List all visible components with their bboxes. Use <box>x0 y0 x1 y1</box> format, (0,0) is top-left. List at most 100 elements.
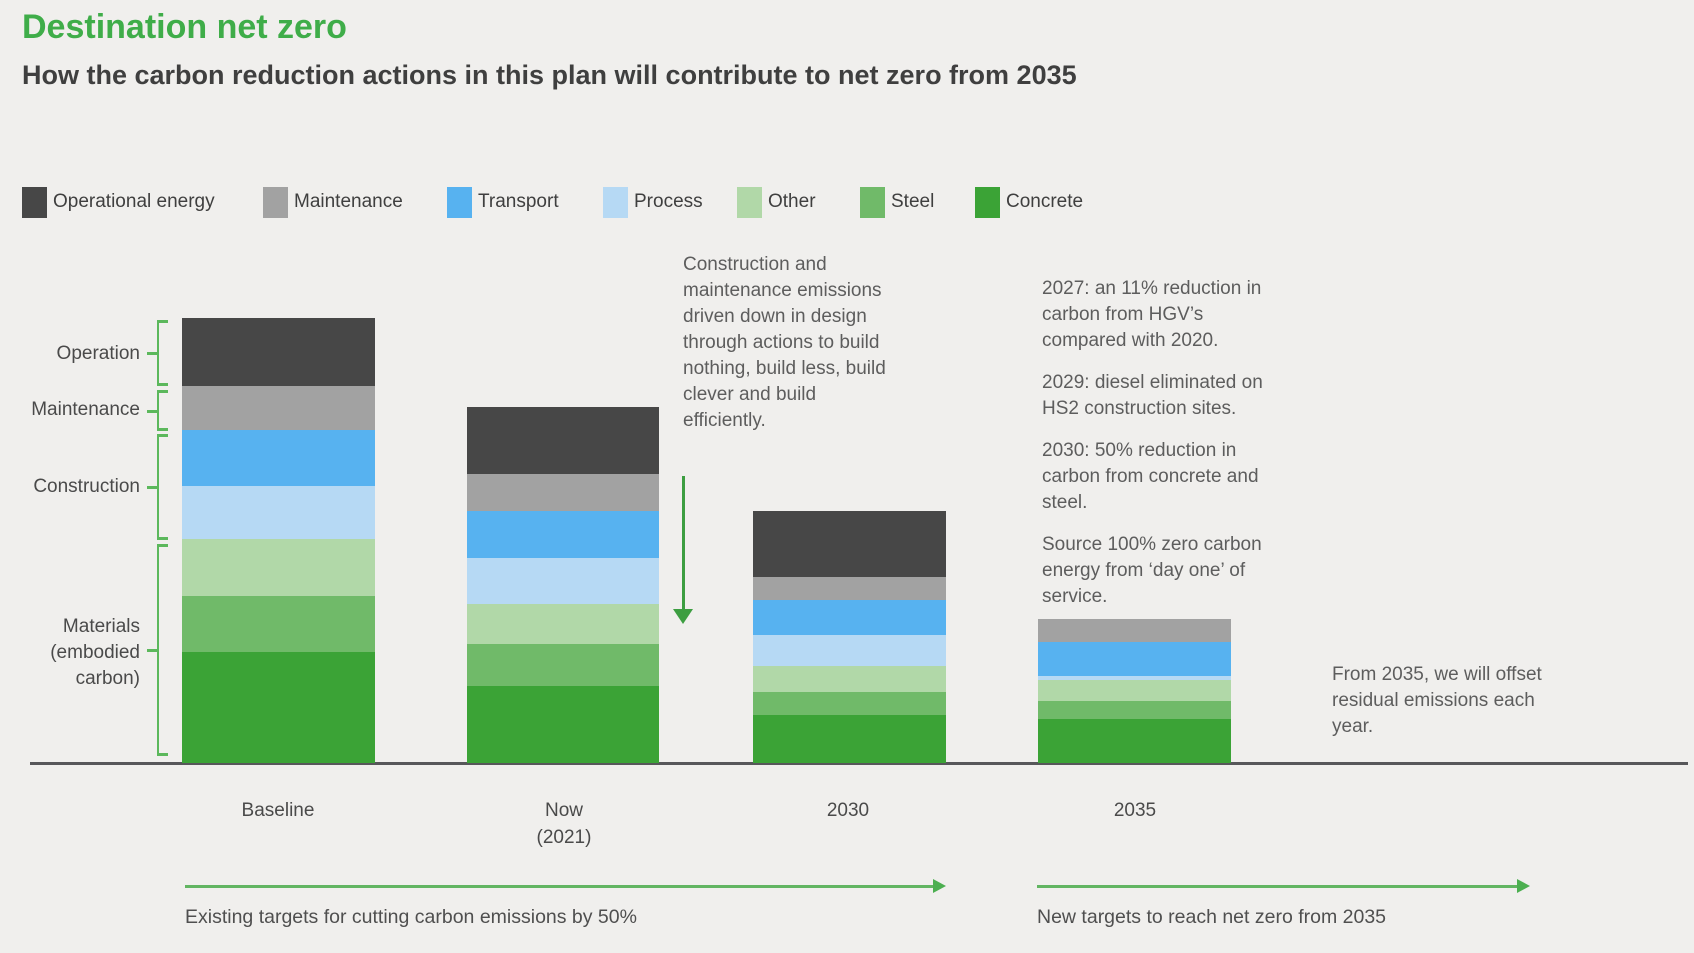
bar-now-2021-operational-energy <box>467 407 659 474</box>
legend-item-operational-energy: Operational energy <box>22 186 215 218</box>
bracket-tick-materials <box>147 649 157 652</box>
bracket-tick-operation <box>157 320 168 323</box>
milestone-note: Source 100% zero carbon energy from ‘day… <box>1042 534 1262 607</box>
legend-label: Concrete <box>1006 191 1084 212</box>
new-targets-arrow-line <box>1037 885 1517 888</box>
bar-now-2021-maintenance <box>467 474 659 511</box>
bracket-label-line: Operation <box>56 343 140 364</box>
construction-note: Construction and maintenance emissions d… <box>683 254 886 431</box>
bracket-tick-materials <box>157 753 168 756</box>
bar-2030-maintenance <box>753 577 946 600</box>
steel-swatch-icon <box>860 186 885 218</box>
bar-baseline-process <box>182 486 375 539</box>
x-label-text: Baseline <box>241 800 315 821</box>
x-label-2030: 2030 <box>748 797 948 824</box>
bar-2030-operational-energy <box>753 511 946 577</box>
bracket-tick-construction <box>147 486 157 489</box>
bracket-line-maintenance <box>157 390 159 431</box>
bar-2035-steel <box>1038 701 1231 719</box>
bracket-label-construction: Construction <box>0 474 140 500</box>
bar-2035-other <box>1038 680 1231 701</box>
bracket-tick-materials <box>157 544 168 547</box>
reduction-arrow-head-icon <box>673 609 693 624</box>
milestone-notes: 2027: an 11% reduction in carbon from HG… <box>1042 276 1290 626</box>
legend-item-other: Other <box>737 186 816 218</box>
bracket-label-line: carbon) <box>75 668 140 689</box>
x-label-now: Now (2021) <box>464 797 664 851</box>
legend-item-steel: Steel <box>860 186 934 218</box>
bracket-line-materials <box>157 544 159 756</box>
existing-targets-label: Existing targets for cutting carbon emis… <box>185 906 637 928</box>
new-targets-arrow-head-icon <box>1517 879 1530 893</box>
transport-swatch-icon <box>447 186 472 218</box>
bracket-tick-construction <box>157 434 168 437</box>
legend: Operational energy Maintenance Transport Pr… <box>0 186 1694 220</box>
bar-2035-concrete <box>1038 719 1231 763</box>
bar-2035-transport <box>1038 642 1231 676</box>
bar-baseline-concrete <box>182 652 375 763</box>
bar-baseline-transport <box>182 430 375 486</box>
bracket-tick-construction <box>157 537 168 540</box>
bracket-line-operation <box>157 320 159 386</box>
bar-2030-process <box>753 635 946 666</box>
x-label-subtext: (2021) <box>536 827 592 848</box>
bracket-label-maintenance: Maintenance <box>0 397 140 423</box>
x-label-text: 2035 <box>1113 800 1157 821</box>
other-swatch-icon <box>737 186 762 218</box>
x-axis-line <box>30 762 1688 765</box>
legend-label: Steel <box>891 191 935 212</box>
bar-baseline-operational-energy <box>182 318 375 386</box>
x-label-text: 2030 <box>826 800 870 821</box>
milestone-note: 2027: an 11% reduction in carbon from HG… <box>1042 278 1262 351</box>
bracket-label-line: Materials <box>62 616 140 637</box>
operational-energy-swatch-icon <box>22 186 47 218</box>
x-label-text: Now <box>544 800 583 821</box>
milestone-note: 2029: diesel eliminated on HS2 construct… <box>1042 372 1263 419</box>
legend-label: Transport <box>478 191 559 212</box>
bracket-tick-maintenance <box>157 428 168 431</box>
process-swatch-icon <box>603 186 628 218</box>
bracket-tick-maintenance <box>147 410 157 413</box>
maintenance-swatch-icon <box>263 186 288 218</box>
existing-targets-arrow-head-icon <box>933 879 946 893</box>
x-label-2035: 2035 <box>1035 797 1235 824</box>
legend-item-maintenance: Maintenance <box>263 186 403 218</box>
bar-baseline-steel <box>182 596 375 652</box>
bar-now-2021-steel <box>467 644 659 686</box>
milestone-note: 2030: 50% reduction in carbon from concr… <box>1042 440 1259 513</box>
bar-2030-transport <box>753 600 946 635</box>
legend-label: Maintenance <box>294 191 403 212</box>
bracket-label-line: Construction <box>33 476 140 497</box>
legend-item-transport: Transport <box>447 186 559 218</box>
bracket-label-line: Maintenance <box>31 399 140 420</box>
bar-2035-process <box>1038 676 1231 680</box>
legend-label: Other <box>768 191 816 212</box>
legend-label: Process <box>634 191 703 212</box>
bar-baseline-other <box>182 539 375 596</box>
bracket-label-operation: Operation <box>0 341 140 367</box>
concrete-swatch-icon <box>975 186 1000 218</box>
legend-item-process: Process <box>603 186 703 218</box>
legend-item-concrete: Concrete <box>975 186 1083 218</box>
bar-now-2021-process <box>467 558 659 604</box>
existing-targets-arrow-line <box>185 885 933 888</box>
offset-note: From 2035, we will offset residual emiss… <box>1332 664 1542 737</box>
bracket-label-line: (embodied <box>50 642 140 663</box>
page-subtitle: How the carbon reduction actions in this… <box>22 60 1077 90</box>
bar-baseline-maintenance <box>182 386 375 430</box>
bracket-label-materials: Materials (embodied carbon) <box>0 614 140 692</box>
new-targets-label: New targets to reach net zero from 2035 <box>1037 906 1387 928</box>
legend-label: Operational energy <box>53 191 215 212</box>
bracket-tick-operation <box>147 352 157 355</box>
x-label-baseline: Baseline <box>178 797 378 824</box>
bar-now-2021-concrete <box>467 686 659 763</box>
reduction-arrow-line <box>682 476 685 610</box>
bar-2030-concrete <box>753 715 946 763</box>
bracket-line-construction <box>157 434 159 540</box>
bar-2035-maintenance <box>1038 619 1231 642</box>
page-title: Destination net zero <box>22 8 347 46</box>
bar-now-2021-other <box>467 604 659 644</box>
bar-now-2021-transport <box>467 511 659 558</box>
bracket-tick-operation <box>157 383 168 386</box>
